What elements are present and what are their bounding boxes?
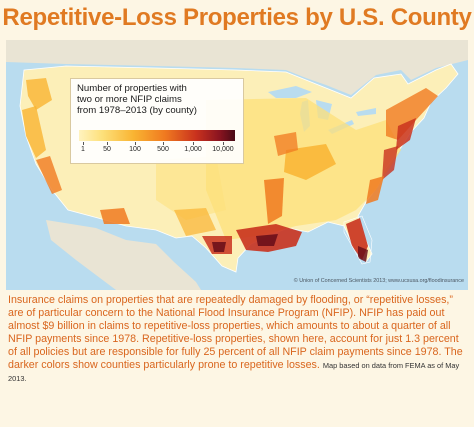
legend-label: 50 (103, 146, 111, 153)
canada-land (6, 40, 468, 95)
legend-tick (193, 142, 194, 145)
legend-title-line: Number of properties with (77, 83, 187, 94)
florida-peninsula (343, 215, 373, 265)
legend-tick (107, 142, 108, 145)
legend-label: 10,000 (212, 146, 234, 153)
map-credit: © Union of Concerned Scientists 2013; ww… (293, 278, 464, 284)
legend-color-ramp (79, 130, 235, 141)
map-legend: Number of properties with two or more NF… (70, 78, 244, 164)
legend-tick (135, 142, 136, 145)
caption-source: Map based on data from FEMA as of May 20… (8, 360, 460, 384)
legend-label: 1 (81, 146, 85, 153)
legend-tick (163, 142, 164, 145)
caption-body: Insurance claims on properties that are … (8, 294, 463, 371)
county-shading (22, 78, 438, 262)
legend-label: 500 (157, 146, 169, 153)
lake-superior (268, 86, 312, 98)
legend-label: 1,000 (184, 146, 202, 153)
legend-title: Number of properties with two or more NF… (77, 83, 241, 116)
mexico-land (46, 220, 201, 290)
page-title: Repetitive-Loss Properties by U.S. Count… (2, 4, 472, 31)
legend-title-line: from 1978–2013 (by county) (77, 105, 197, 116)
legend-label: 100 (129, 146, 141, 153)
legend-tick (83, 142, 84, 145)
lake-ontario (356, 108, 376, 116)
legend-title-line: two or more NFIP claims (77, 94, 182, 105)
legend-tick (223, 142, 224, 145)
caption: Insurance claims on properties that are … (8, 294, 468, 386)
